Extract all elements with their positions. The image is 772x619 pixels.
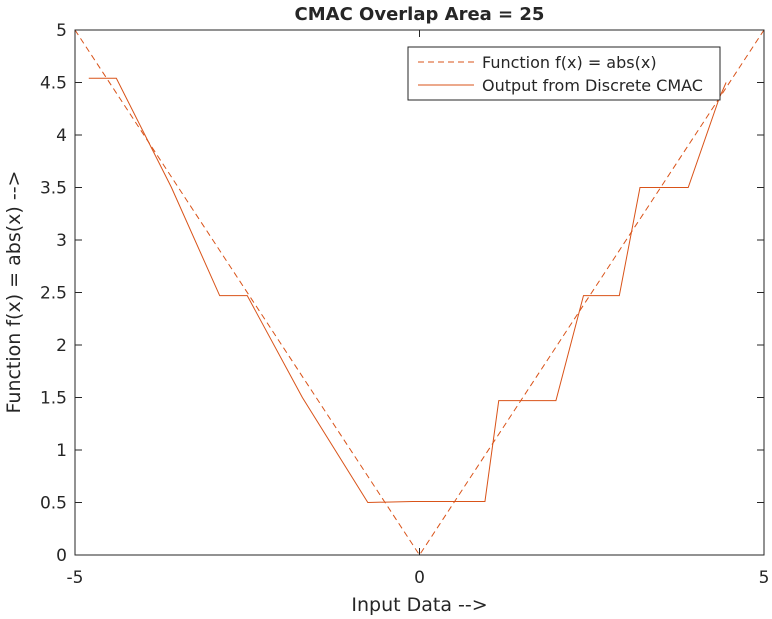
x-axis-label: Input Data --> bbox=[351, 594, 487, 616]
x-tick-label: 5 bbox=[759, 568, 770, 588]
y-tick-label: 0.5 bbox=[40, 494, 67, 514]
y-tick-label: 0 bbox=[56, 546, 67, 566]
y-axis-label: Function f(x) = abs(x) --> bbox=[3, 171, 25, 414]
y-tick-label: 5 bbox=[56, 21, 67, 41]
y-tick-label: 4.5 bbox=[40, 74, 67, 94]
series-line-cmac-output bbox=[88, 77, 727, 504]
y-tick-label: 2.5 bbox=[40, 284, 67, 304]
ticks-layer: 00.511.522.533.544.55-5 0 5 bbox=[40, 21, 769, 588]
legend-label-function: Function f(x) = abs(x) bbox=[482, 53, 657, 72]
x-tick-label: 0 bbox=[414, 568, 425, 588]
y-tick-label: 3 bbox=[56, 231, 67, 251]
series-layer bbox=[74, 29, 765, 556]
legend: Function f(x) = abs(x) Output from Discr… bbox=[407, 46, 721, 101]
legend-label-cmac: Output from Discrete CMAC bbox=[482, 76, 703, 95]
y-tick-label: 4 bbox=[56, 126, 67, 146]
plot-area bbox=[75, 30, 764, 555]
legend-box bbox=[407, 46, 721, 101]
y-tick-label: 3.5 bbox=[40, 179, 67, 199]
x-tick-label: -5 bbox=[67, 568, 84, 588]
chart-title: CMAC Overlap Area = 25 bbox=[295, 4, 545, 25]
y-tick-label: 1.5 bbox=[40, 389, 67, 409]
y-tick-label: 2 bbox=[56, 336, 67, 356]
y-tick-label: 1 bbox=[56, 441, 67, 461]
